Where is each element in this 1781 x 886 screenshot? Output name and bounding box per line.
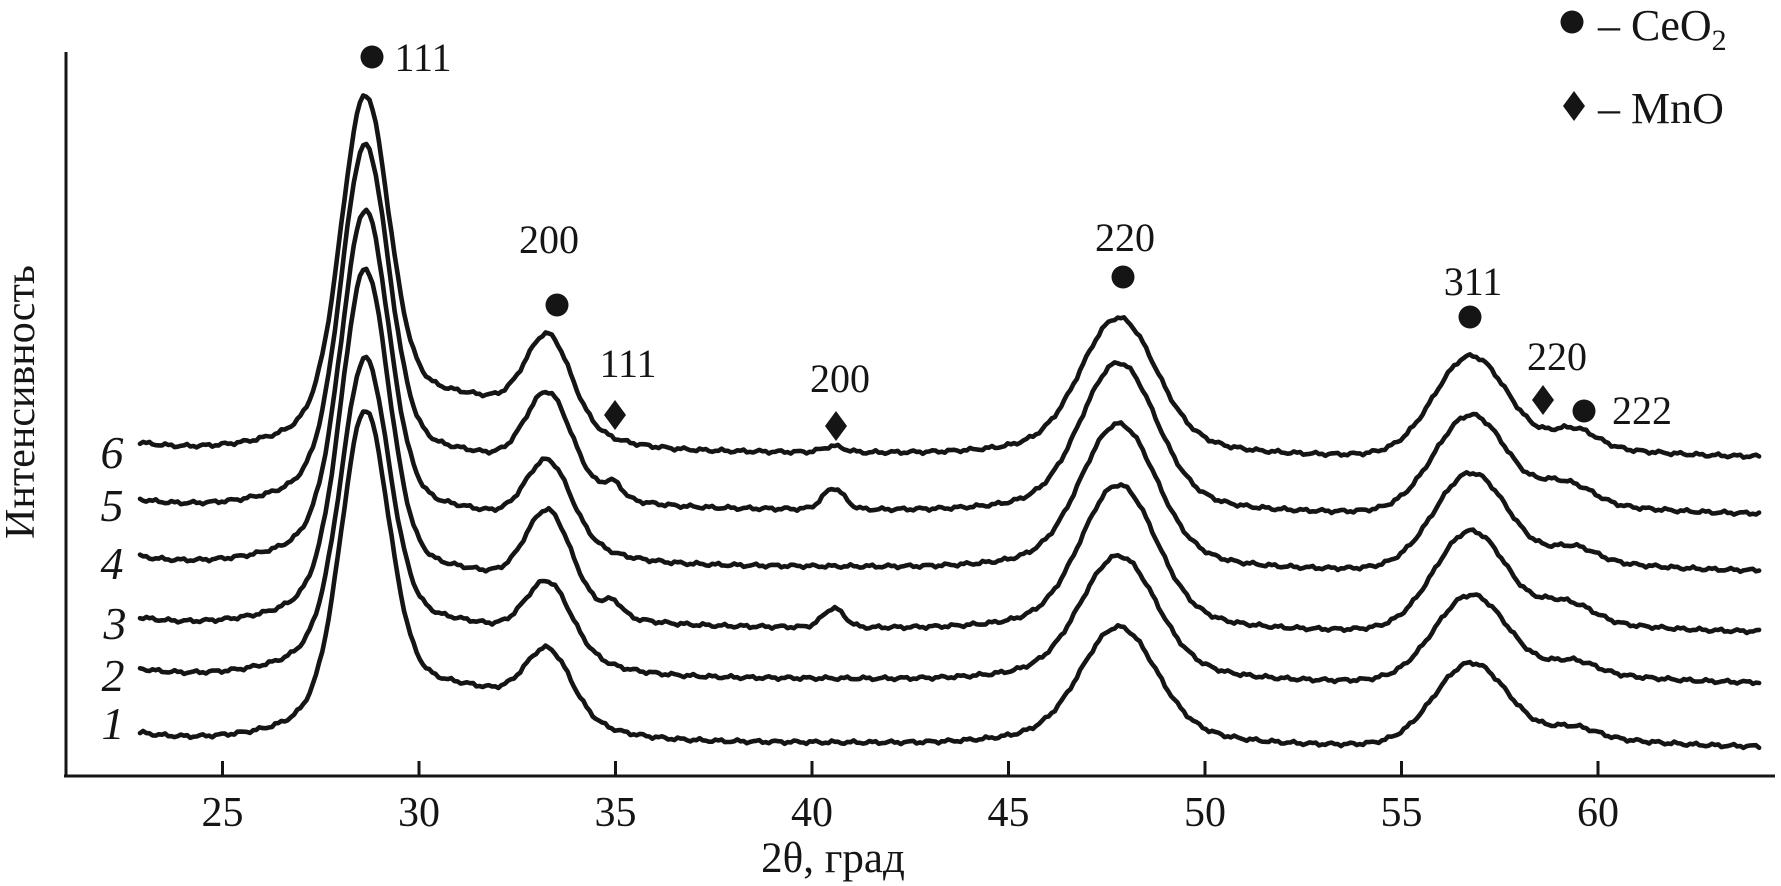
xrd-curves	[137, 93, 1762, 751]
curve-labels: 123 4 56	[101, 427, 127, 749]
x-tick-label: 30	[398, 790, 440, 836]
ceo2-circle-marker	[360, 45, 384, 69]
mno-diamond-marker	[1532, 385, 1554, 415]
legend-diamond-marker	[1563, 91, 1585, 121]
curve-label-4: 4	[101, 538, 124, 589]
xrd-curve-6	[137, 93, 1762, 460]
legend-label: – CeO2	[1597, 1, 1727, 57]
xrd-curve-4	[137, 207, 1762, 575]
x-tick-label: 45	[988, 790, 1030, 836]
curve-label-5: 5	[101, 480, 124, 531]
curve-label-1: 1	[102, 698, 125, 749]
x-tick-label: 35	[595, 790, 637, 836]
peak-label-111: 111	[599, 341, 656, 386]
mno-diamond-marker	[604, 400, 626, 430]
x-axis-ticks: 25 30 35 40 45 50 55 60	[202, 761, 1619, 836]
peak-label-222: 222	[1612, 388, 1672, 433]
legend-circle-marker	[1560, 10, 1584, 34]
peak-annotation-mno-111: 111	[599, 341, 657, 430]
x-tick-label: 25	[202, 790, 244, 836]
curve-label-2: 2	[102, 650, 125, 701]
peak-annotation-ceo2-222: 222	[1572, 388, 1672, 433]
peak-annotation-ceo2-111: 111	[360, 35, 452, 80]
xrd-curve-3	[137, 266, 1762, 636]
legend-entry-mno: – MnO	[1563, 84, 1724, 133]
peak-annotation-mno-200: 200	[810, 356, 870, 441]
peak-label-220: 220	[1527, 334, 1587, 379]
ceo2-circle-marker	[1111, 265, 1135, 289]
xrd-curve-1	[137, 409, 1762, 751]
ceo2-circle-marker	[1572, 399, 1596, 423]
peak-annotations: 111 200 220 311 222 111 200 220	[360, 35, 1672, 441]
xrd-curve-5	[137, 141, 1762, 517]
y-axis-title: Интенсивность	[0, 265, 44, 539]
mno-diamond-marker	[825, 411, 847, 441]
curve-label-6: 6	[101, 427, 124, 478]
peak-label-200: 200	[519, 217, 579, 262]
x-tick-label: 60	[1577, 790, 1619, 836]
peak-label-220: 220	[1095, 215, 1155, 260]
peak-label-311: 311	[1444, 259, 1503, 304]
legend-label: – MnO	[1597, 84, 1724, 133]
peak-annotation-ceo2-200: 200	[519, 217, 579, 317]
xrd-curve-2	[137, 354, 1762, 687]
peak-annotation-ceo2-311: 311	[1444, 259, 1503, 329]
x-axis-title: 2θ, град	[761, 835, 905, 882]
legend: – CeO2 – MnO	[1560, 1, 1727, 133]
ceo2-circle-marker	[1458, 305, 1482, 329]
x-tick-label: 50	[1184, 790, 1226, 836]
peak-label-200: 200	[810, 356, 870, 401]
legend-entry-ceo: – CeO2	[1560, 1, 1727, 57]
peak-annotation-ceo2-220: 220	[1095, 215, 1155, 289]
ceo2-circle-marker	[545, 293, 569, 317]
x-tick-label: 55	[1381, 790, 1423, 836]
peak-annotation-mno-220: 220	[1527, 334, 1587, 415]
curve-label-3: 3	[103, 598, 127, 649]
x-tick-label: 40	[791, 790, 833, 836]
peak-label-111: 111	[394, 35, 451, 80]
